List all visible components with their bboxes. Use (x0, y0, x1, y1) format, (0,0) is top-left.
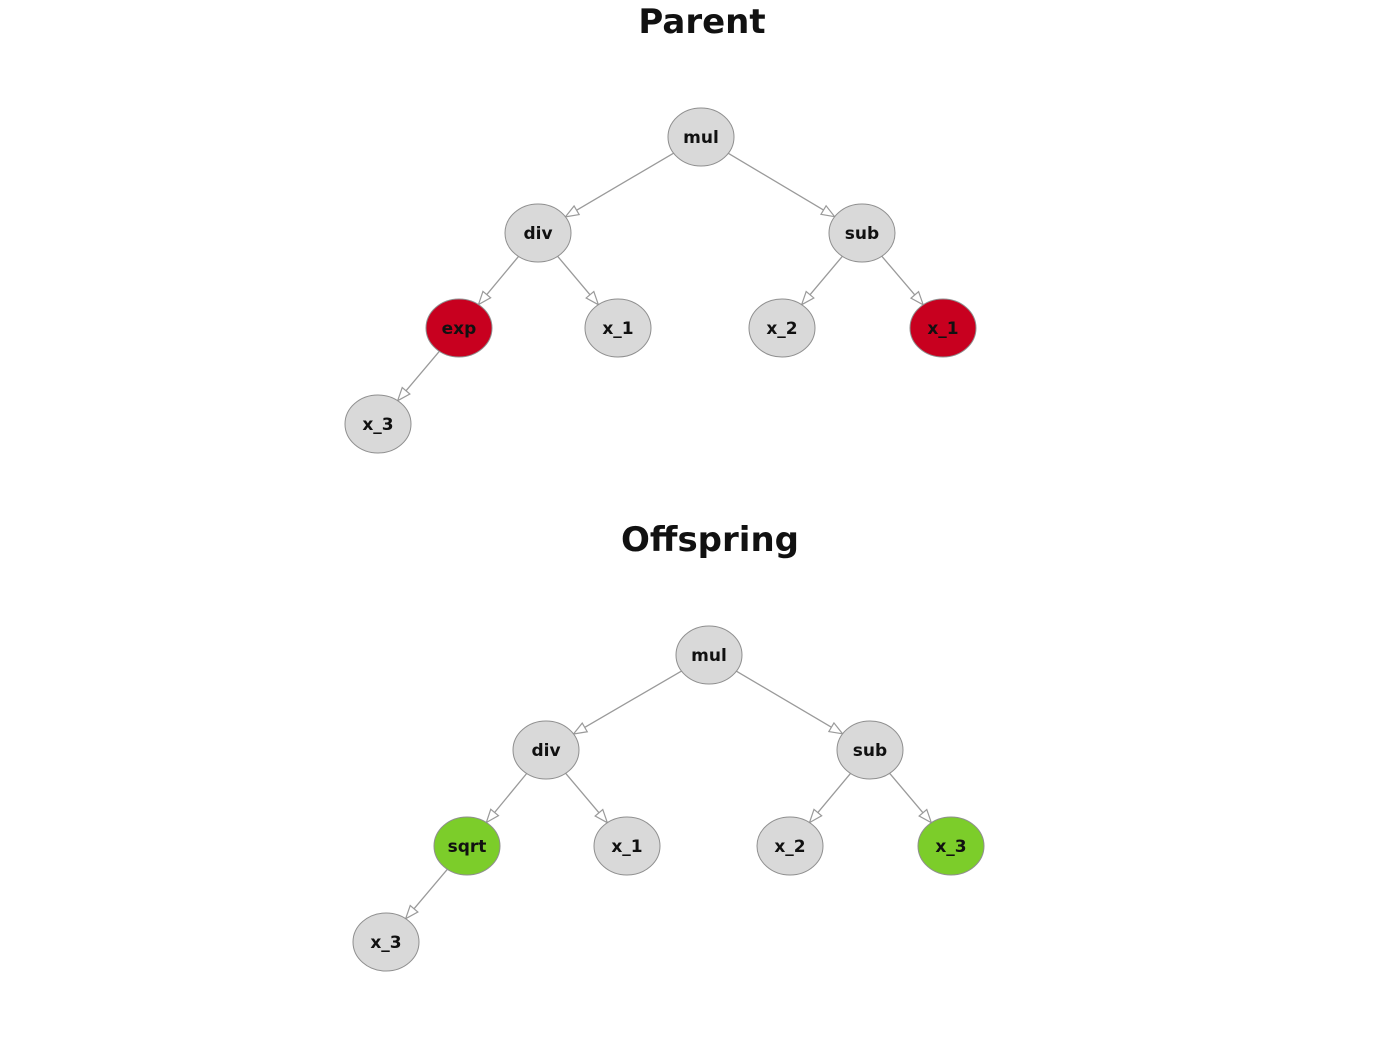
parent-tree: mul div sub exp x_1 x_2 x_1 x_3 (344, 107, 977, 454)
offspring-node-x2: x_2 (756, 816, 824, 876)
parent-node-shape (344, 394, 412, 454)
parent-node-div: div (504, 203, 572, 263)
parent-node-label: exp (442, 319, 477, 339)
offspring-node-label: sqrt (448, 837, 487, 857)
parent-node-shape (504, 203, 572, 263)
offspring-node-label: x_2 (774, 837, 805, 857)
offspring-node-label: div (531, 741, 560, 761)
offspring-node-shape (433, 816, 501, 876)
offspring-edge-arrowhead (827, 721, 845, 735)
offspring-edge-arrowhead (572, 722, 589, 735)
parent-node-label: mul (683, 128, 719, 148)
parent-edge-arrowhead (477, 290, 492, 306)
parent-node-shape (425, 298, 493, 358)
parent-edge-arrowhead (563, 204, 581, 218)
offspring-node-shape (756, 816, 824, 876)
offspring-node-label: x_3 (370, 933, 401, 953)
parent-node-exp: exp (425, 298, 493, 358)
parent-node-label: sub (845, 224, 879, 244)
parent-node-sub: sub (828, 203, 896, 263)
offspring-tree-title: Offspring (621, 520, 799, 560)
offspring-edge-arrowhead (918, 808, 933, 824)
parent-node-x1: x_1 (584, 298, 652, 358)
parent-node-x3: x_3 (344, 394, 412, 454)
parent-edge (727, 152, 836, 218)
offspring-edge-arrowhead (594, 808, 609, 824)
parent-edge-arrowhead (585, 290, 600, 306)
offspring-node-label: mul (691, 646, 727, 666)
offspring-node-x1: x_1 (593, 816, 661, 876)
parent-node-shape (667, 107, 735, 167)
offspring-node-sub: sub (836, 720, 904, 780)
offspring-edge (736, 670, 843, 735)
offspring-node-shape (917, 816, 985, 876)
parent-edge-arrowhead (800, 290, 815, 306)
offspring-edge (573, 670, 682, 735)
parent-edge (565, 152, 674, 218)
parent-node-x2: x_2 (748, 298, 816, 358)
offspring-edge-arrowhead (485, 808, 500, 824)
offspring-node-label: sub (853, 741, 887, 761)
offspring-node-shape (512, 720, 580, 780)
parent-node-label: x_1 (927, 319, 958, 339)
parent-edge-arrowhead (820, 204, 837, 218)
parent-node-shape (584, 298, 652, 358)
offspring-node-mul: mul (675, 625, 743, 685)
parent-edge-arrowhead (396, 386, 411, 402)
parent-node-x1: x_1 (909, 298, 977, 358)
parent-node-shape (748, 298, 816, 358)
offspring-node-shape (352, 912, 420, 972)
offspring-edge-arrowhead (404, 904, 419, 920)
parent-edge-arrowhead (909, 290, 925, 307)
offspring-node-shape (836, 720, 904, 780)
offspring-edge-arrowhead (808, 808, 823, 824)
parent-node-mul: mul (667, 107, 735, 167)
offspring-node-label: x_3 (935, 837, 966, 857)
offspring-node-shape (593, 816, 661, 876)
parent-tree-title: Parent (638, 2, 766, 42)
parent-node-shape (828, 203, 896, 263)
offspring-node-label: x_1 (611, 837, 642, 857)
offspring-tree: mul div sub sqrt x_1 x_2 x_3 x_3 (352, 625, 985, 972)
offspring-node-div: div (512, 720, 580, 780)
offspring-node-sqrt: sqrt (433, 816, 501, 876)
offspring-node-x3: x_3 (917, 816, 985, 876)
parent-node-label: div (523, 224, 552, 244)
parent-node-shape (909, 298, 977, 358)
parent-node-label: x_3 (362, 415, 393, 435)
parent-node-label: x_1 (602, 319, 633, 339)
offspring-node-x3: x_3 (352, 912, 420, 972)
parent-node-label: x_2 (766, 319, 797, 339)
offspring-node-shape (675, 625, 743, 685)
